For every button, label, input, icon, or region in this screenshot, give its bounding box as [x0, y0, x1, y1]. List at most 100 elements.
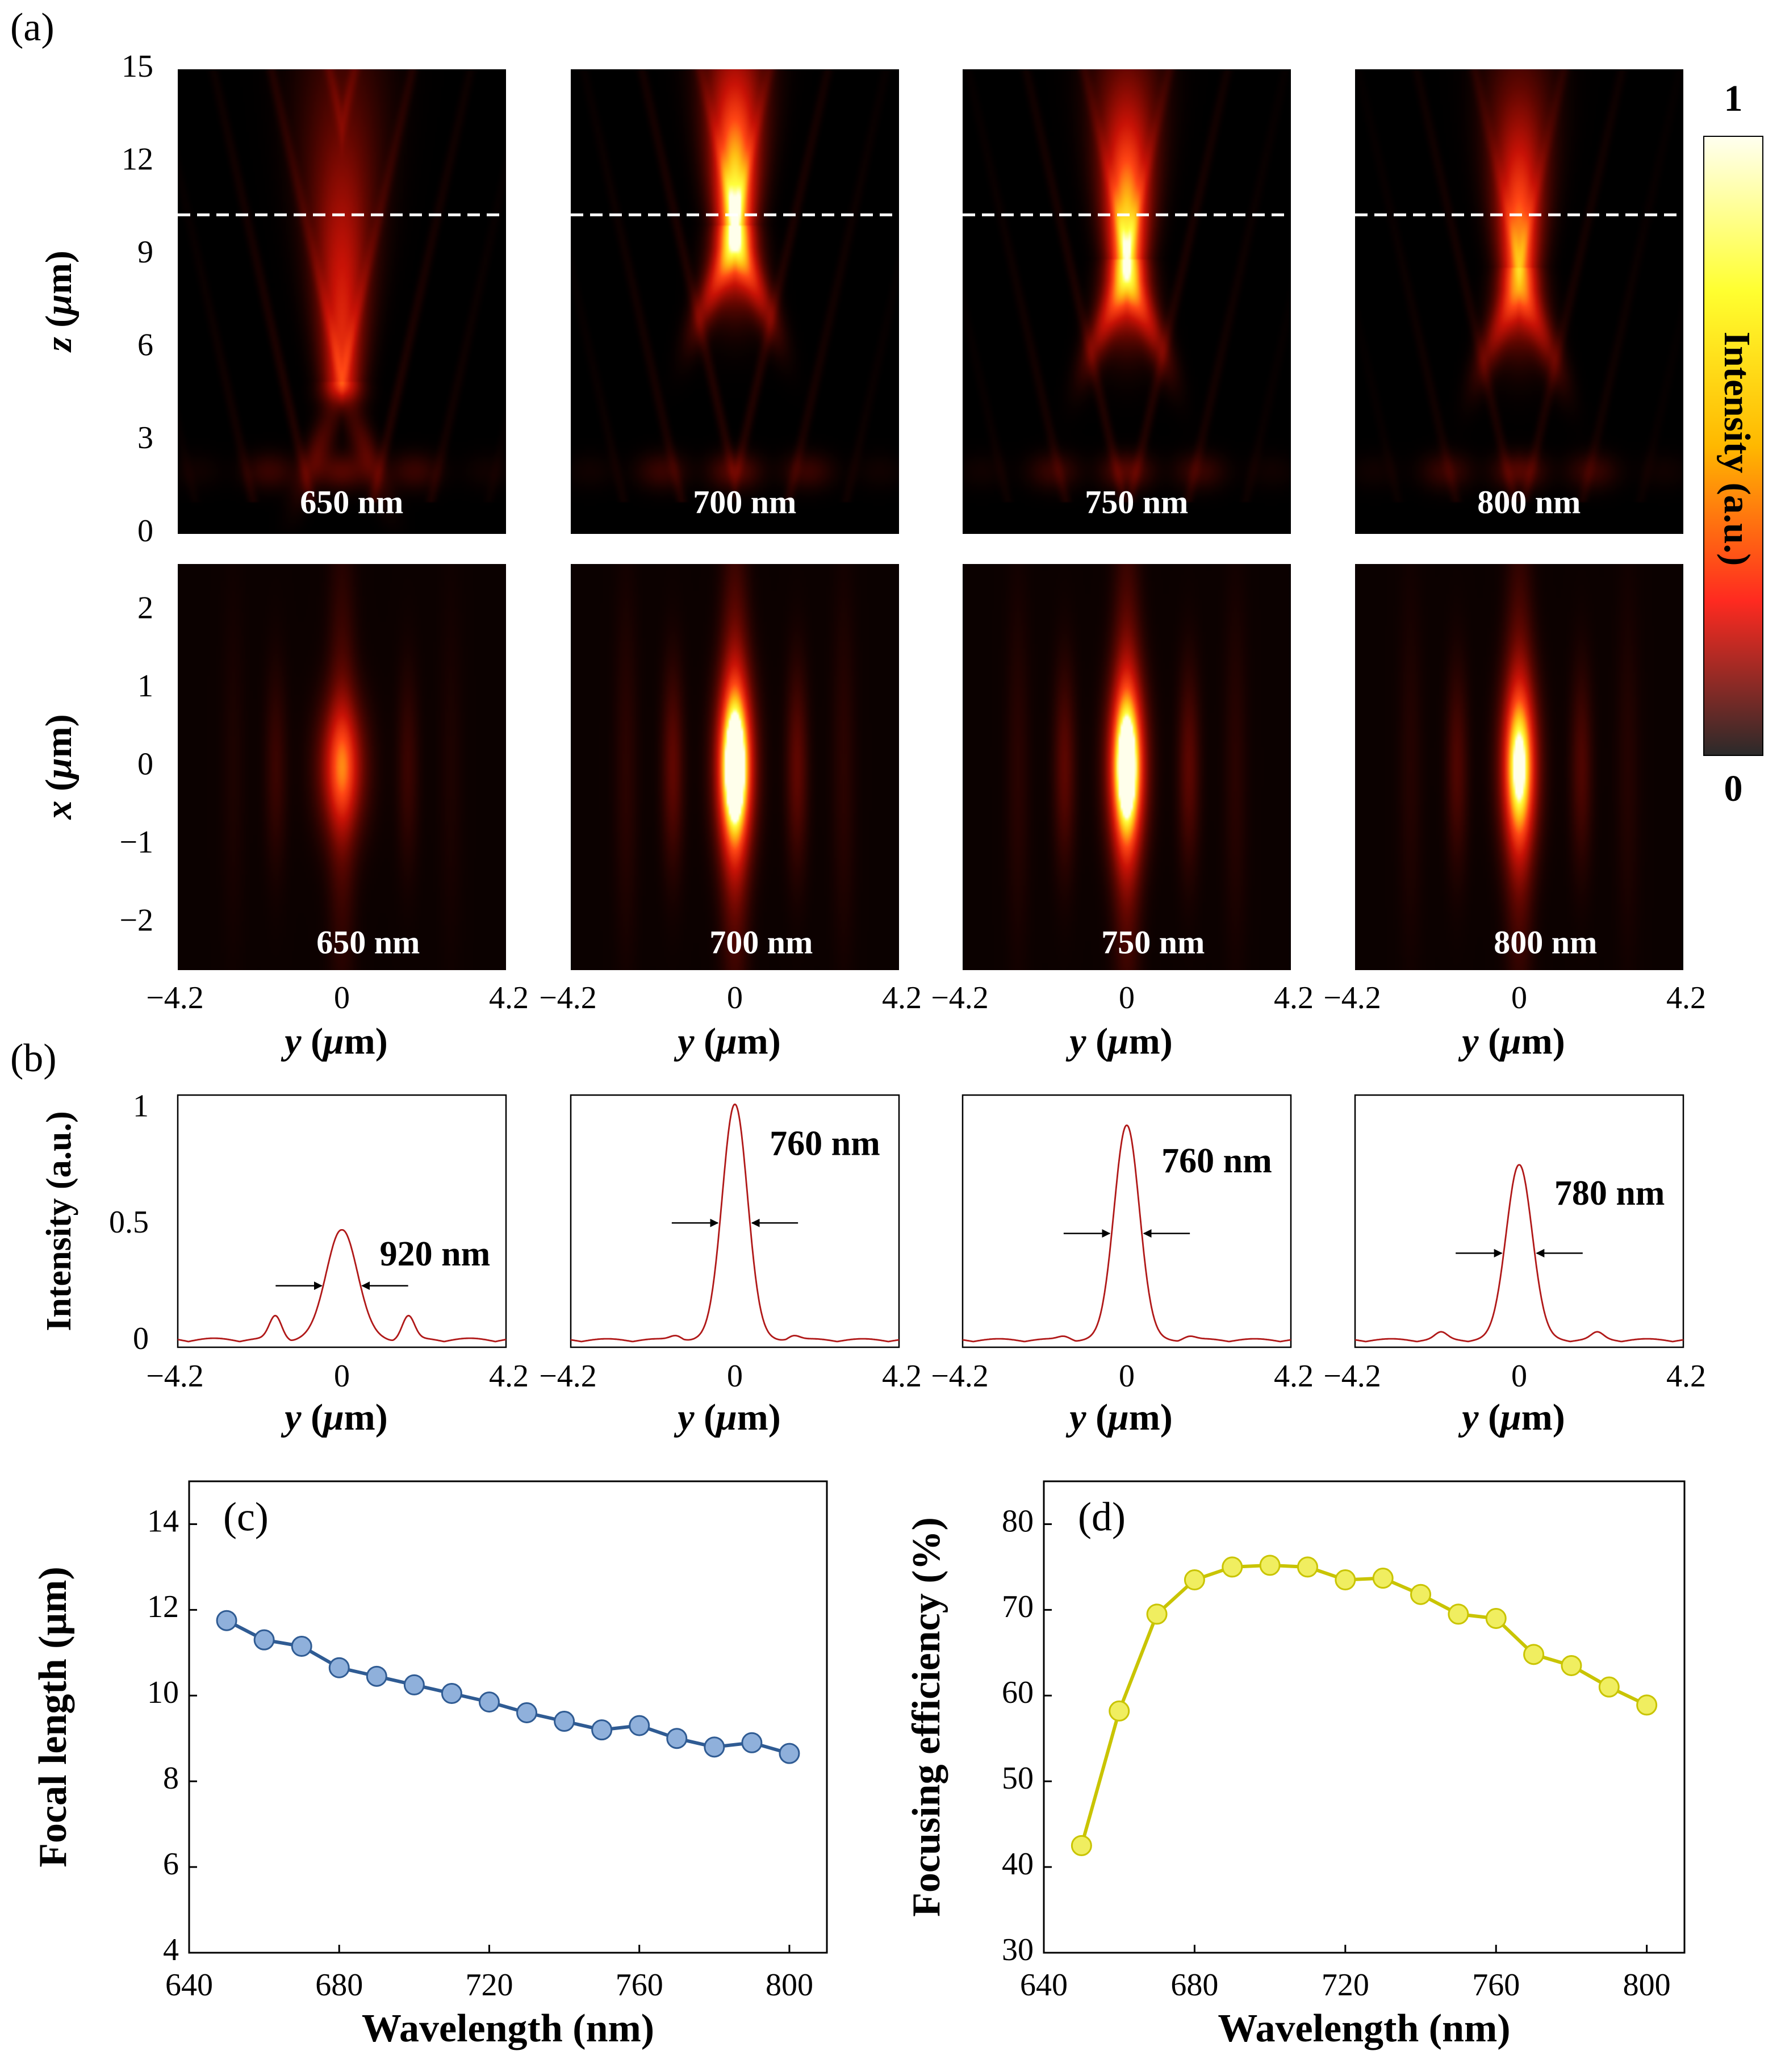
z-tick-1: 3: [137, 420, 153, 456]
y-var: y: [1458, 1397, 1479, 1438]
efficiency-chart-point-12: [1523, 1644, 1545, 1665]
unit-open: (: [38, 315, 80, 337]
x-var: x: [38, 801, 80, 820]
yaxis-tick-row2-2-0: −4.2: [539, 980, 597, 1016]
fp-wavelength-label-2: 700 nm: [709, 924, 813, 960]
xz-map-2: 700 nm: [571, 69, 899, 534]
unit-open: (: [1479, 1397, 1500, 1438]
y-var: y: [674, 1397, 695, 1438]
fp-wavelength-label-3: 750 nm: [1101, 924, 1205, 960]
x-tick-3: −1: [119, 825, 153, 860]
z-tick-5: 15: [122, 49, 153, 84]
profile-curve-3: [962, 1124, 1291, 1343]
z-tick-4: 12: [122, 141, 153, 177]
unit-close: m): [1129, 1397, 1173, 1438]
efficiency-chart-point-6: [1297, 1556, 1318, 1578]
fwhm-label-2: 760 nm: [770, 1125, 880, 1163]
yaxis-label-profile-2: y (μm): [674, 1397, 780, 1438]
efficiency-chart-xtick-0: 640: [1020, 1967, 1068, 2003]
efficiency-chart-point-9: [1410, 1584, 1432, 1605]
efficiency-chart-frame: [1043, 1480, 1686, 1954]
focal-length-chart-point-14: [741, 1732, 763, 1753]
unit-open: (: [1086, 1021, 1108, 1062]
focal-length-chart-point-13: [704, 1736, 725, 1758]
intensity-tick-2: 1: [133, 1088, 149, 1123]
efficiency-chart-point-7: [1335, 1569, 1356, 1591]
unit-mu: μ: [1499, 1397, 1521, 1438]
yaxis-tick-row2-1-1: 0: [334, 980, 350, 1016]
efficiency-chart: 640 680 720 760 800 30 40 50 60 70 80 Wavelength (n…: [1002, 1480, 1686, 2050]
efficiency-chart-panel-label: (d): [1078, 1494, 1126, 1540]
focal-length-chart: 640 680 720 760 800 4 6 8 10 12 14 Wavelength (nm) (…: [147, 1480, 828, 2050]
yaxis-tick-profile-4-1: 0: [1511, 1359, 1527, 1394]
profile-curve-2: [570, 1103, 900, 1343]
yaxis-tick-profile-3-2: 4.2: [1274, 1359, 1314, 1394]
focal-length-chart-point-8: [516, 1702, 538, 1723]
unit-open: (: [38, 779, 80, 800]
y-var: y: [281, 1021, 302, 1062]
focal-plane-image-2: [571, 564, 899, 970]
efficiency-chart-line: [1080, 1563, 1648, 1847]
focal-length-chart-ytick-4: 12: [147, 1589, 179, 1624]
z-axis-label: z (μm): [38, 250, 80, 353]
yaxis-tick-row2-4-0: −4.2: [1323, 980, 1381, 1016]
focal-length-chart-point-15: [779, 1743, 800, 1764]
colorbar-title: Intensity (a.u.): [1716, 332, 1758, 566]
focal-plane-image-3: [963, 564, 1291, 970]
focal-length-chart-frame: [188, 1480, 828, 1954]
yaxis-tick-row2-4-2: 4.2: [1666, 980, 1706, 1016]
focal-length-chart-point-11: [629, 1715, 650, 1736]
yaxis-tick-profile-1-0: −4.2: [146, 1359, 204, 1394]
x-tick-2: 0: [137, 746, 153, 782]
xz-wavelength-label-1: 650 nm: [300, 483, 403, 520]
yaxis-label-profile-1: y (μm): [281, 1397, 387, 1438]
unit-open: (: [695, 1397, 716, 1438]
unit-mu: μ: [1499, 1021, 1521, 1062]
xz-map-1: 650 nm: [178, 69, 506, 534]
efficiency-chart-point-1: [1109, 1700, 1130, 1722]
intensity-tick-1: 0.5: [109, 1205, 149, 1240]
fp-wavelength-label-1: 650 nm: [316, 924, 420, 960]
unit-close: m): [344, 1021, 388, 1062]
unit-close: m): [737, 1397, 781, 1438]
y-var: y: [1065, 1397, 1086, 1438]
z-tick-2: 6: [137, 328, 153, 363]
z-tick-3: 9: [137, 235, 153, 270]
yaxis-tick-profile-3-1: 0: [1119, 1359, 1135, 1394]
x-tick-1: 1: [137, 669, 153, 704]
focal-length-chart-point-0: [216, 1610, 237, 1631]
profile-plot-4: 780 nm: [1354, 1094, 1684, 1348]
xz-wavelength-label-2: 700 nm: [693, 483, 796, 520]
unit-open: (: [302, 1397, 323, 1438]
yaxis-tick-row2-3-1: 0: [1119, 980, 1135, 1016]
yaxis-label-row2-1: y (μm): [281, 1021, 387, 1062]
efficiency-chart-xtick-2: 720: [1322, 1967, 1369, 2003]
unit-mu: μ: [1106, 1021, 1129, 1062]
efficiency-chart-ytick-3: 60: [1002, 1675, 1034, 1710]
unit-close: m): [1521, 1021, 1565, 1062]
profile-plot-3: 760 nm: [961, 1094, 1292, 1348]
yaxis-tick-profile-4-2: 4.2: [1666, 1359, 1706, 1394]
efficiency-chart-point-4: [1222, 1556, 1243, 1578]
efficiency-chart-xtick-4: 800: [1623, 1967, 1671, 2003]
focal-length-chart-xtick-4: 800: [766, 1967, 813, 2003]
unit-open: (: [1479, 1021, 1500, 1062]
yaxis-tick-row2-2-1: 0: [727, 980, 743, 1016]
profile-frame-2: [570, 1094, 900, 1348]
focal-length-ylabel: Focal length (μm): [31, 1566, 75, 1868]
unit-open: (: [695, 1021, 716, 1062]
efficiency-chart-point-14: [1598, 1676, 1620, 1698]
y-var: y: [281, 1397, 302, 1438]
focal-length-chart-point-10: [591, 1719, 613, 1741]
focal-length-chart-xtick-0: 640: [165, 1967, 213, 2003]
unit-close: m): [38, 250, 80, 294]
focal-length-chart-ytick-3: 10: [147, 1675, 179, 1710]
unit-mu: μ: [714, 1021, 737, 1062]
efficiency-chart-point-3: [1184, 1569, 1205, 1591]
efficiency-ylabel: Focusing efficiency (%): [905, 1517, 948, 1917]
fwhm-label-3: 760 nm: [1161, 1142, 1272, 1180]
xz-map-3: 750 nm: [963, 69, 1291, 534]
xz-map-image-1: [178, 69, 506, 534]
